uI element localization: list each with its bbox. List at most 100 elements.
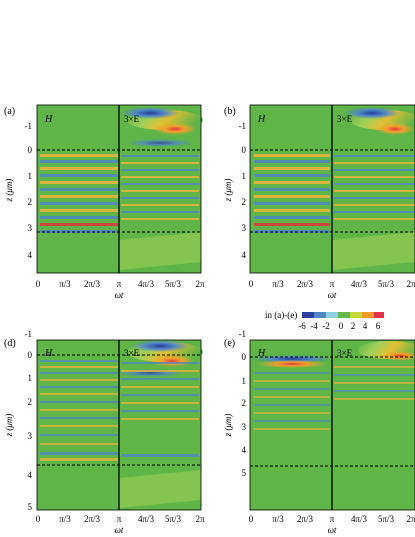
y-tick-label: 4 bbox=[242, 250, 247, 260]
colorbar-tick: 0 bbox=[339, 321, 344, 331]
y-tick-label: -1 bbox=[239, 329, 247, 339]
y-tick-label: 5 bbox=[28, 502, 33, 512]
plot-area bbox=[36, 104, 203, 274]
y-tick-label: 2 bbox=[242, 197, 247, 207]
y-tick-label: 0 bbox=[28, 145, 33, 155]
x-tick-label: 4π/3 bbox=[138, 514, 155, 524]
panel-label: (e) bbox=[224, 338, 235, 349]
y-axis-label: z (μm) bbox=[223, 179, 233, 203]
colorbar-tick: -4 bbox=[310, 321, 318, 331]
x-ticks: 0 π/3 2π/3 π 4π/3 5π/3 2π bbox=[36, 514, 205, 524]
y-tick-label: 1 bbox=[242, 376, 247, 386]
colorbar: in (a)-(e) -6 -4 -2 0 2 4 6 bbox=[265, 310, 384, 331]
e-title: 3×E bbox=[124, 348, 140, 358]
panel-b: (b) z (μm) bbox=[223, 104, 415, 300]
y-axis-label: z (μm) bbox=[223, 414, 233, 438]
colorbar-label: in (a)-(e) bbox=[265, 310, 297, 320]
y-ticks: -1 0 1 2 3 4 bbox=[25, 121, 33, 260]
x-tick-label: π/3 bbox=[59, 279, 71, 289]
x-tick-label: 0 bbox=[249, 279, 254, 289]
x-tick-label: 5π/3 bbox=[378, 514, 395, 524]
x-tick-label: 5π/3 bbox=[165, 514, 182, 524]
y-tick-label: 5 bbox=[242, 468, 247, 478]
y-tick-label: 2 bbox=[28, 397, 33, 407]
x-tick-label: 0 bbox=[36, 279, 41, 289]
h-title: H bbox=[44, 348, 53, 359]
plot-area bbox=[249, 339, 415, 511]
x-tick-label: 2π/3 bbox=[84, 514, 101, 524]
colorbar-tick: 4 bbox=[363, 321, 368, 331]
x-tick-label: 4π/3 bbox=[351, 279, 368, 289]
y-axis-label: z (μm) bbox=[4, 414, 14, 438]
x-axis-label: ωt bbox=[328, 525, 337, 535]
y-tick-label: -1 bbox=[25, 329, 33, 339]
y-tick-label: 1 bbox=[28, 171, 33, 181]
y-tick-label: 4 bbox=[28, 250, 33, 260]
y-tick-label: -1 bbox=[25, 121, 33, 131]
y-tick-label: 4 bbox=[28, 470, 33, 480]
x-tick-label: 4π/3 bbox=[351, 514, 368, 524]
x-axis-label: ωt bbox=[115, 525, 124, 535]
x-tick-label: 5π/3 bbox=[378, 279, 395, 289]
y-tick-label: 0 bbox=[28, 350, 33, 360]
x-axis-label: ωt bbox=[328, 290, 337, 300]
plot-area bbox=[249, 104, 415, 274]
y-tick-label: 2 bbox=[242, 398, 247, 408]
e-title: 3×E bbox=[124, 114, 140, 124]
panel-label: (b) bbox=[224, 106, 236, 117]
y-tick-label: 3 bbox=[28, 223, 33, 233]
x-tick-label: 2π bbox=[406, 279, 415, 289]
x-tick-label: π bbox=[117, 279, 122, 289]
y-tick-label: 0 bbox=[242, 145, 247, 155]
h-title: H bbox=[257, 114, 266, 125]
colorbar-tick: -2 bbox=[322, 321, 330, 331]
y-tick-label: 4 bbox=[242, 445, 247, 455]
panel-label: (a) bbox=[4, 106, 15, 117]
panel-e: (e) z (μm) bbox=[223, 329, 415, 535]
h-title: H bbox=[257, 348, 266, 359]
panel-label: (d) bbox=[4, 338, 16, 349]
x-ticks: 0 π/3 2π/3 π 4π/3 5π/3 2π bbox=[36, 279, 205, 289]
plot-area bbox=[36, 339, 203, 511]
colorbar-tick: -6 bbox=[298, 321, 306, 331]
y-axis-label: z (μm) bbox=[4, 179, 14, 203]
y-tick-label: 2 bbox=[28, 197, 33, 207]
x-tick-label: π bbox=[330, 514, 335, 524]
x-tick-label: 2π/3 bbox=[84, 279, 101, 289]
x-tick-label: π bbox=[330, 279, 335, 289]
y-tick-label: 3 bbox=[242, 223, 247, 233]
x-tick-label: 5π/3 bbox=[165, 279, 182, 289]
x-tick-label: 2π bbox=[406, 514, 415, 524]
y-tick-label: 1 bbox=[242, 171, 247, 181]
panel-d: (d) z (μm) bbox=[4, 329, 205, 535]
y-tick-label: 3 bbox=[242, 422, 247, 432]
x-tick-label: π/3 bbox=[59, 514, 71, 524]
x-ticks: 0 π/3 2π/3 π 4π/3 5π/3 2π bbox=[249, 279, 415, 289]
x-tick-label: π/3 bbox=[272, 514, 284, 524]
panel-a: (a) z (μm) bbox=[4, 104, 205, 300]
y-ticks: -1 0 1 2 3 4 5 bbox=[25, 329, 33, 512]
y-ticks: -1 0 1 2 3 4 5 bbox=[239, 329, 247, 478]
h-title: H bbox=[44, 114, 53, 125]
x-tick-label: π bbox=[117, 514, 122, 524]
y-ticks: -1 0 1 2 3 4 bbox=[239, 121, 247, 260]
x-tick-label: 2π bbox=[195, 279, 205, 289]
x-ticks: 0 π/3 2π/3 π 4π/3 5π/3 2π bbox=[249, 514, 415, 524]
x-axis-label: ωt bbox=[115, 290, 124, 300]
x-tick-label: 0 bbox=[36, 514, 41, 524]
x-tick-label: 2π bbox=[195, 514, 205, 524]
y-tick-label: -1 bbox=[239, 121, 247, 131]
e-title: 3×E bbox=[337, 348, 353, 358]
y-tick-label: 1 bbox=[28, 373, 33, 383]
y-tick-label: 0 bbox=[242, 352, 247, 362]
x-tick-label: 4π/3 bbox=[138, 279, 155, 289]
colorbar-tick: 6 bbox=[376, 321, 381, 331]
y-tick-label: 3 bbox=[28, 431, 33, 441]
x-tick-label: 0 bbox=[249, 514, 254, 524]
x-tick-label: 2π/3 bbox=[297, 279, 314, 289]
e-title: 3×E bbox=[337, 114, 353, 124]
x-tick-label: π/3 bbox=[272, 279, 284, 289]
x-tick-label: 2π/3 bbox=[297, 514, 314, 524]
colorbar-tick: 2 bbox=[351, 321, 356, 331]
